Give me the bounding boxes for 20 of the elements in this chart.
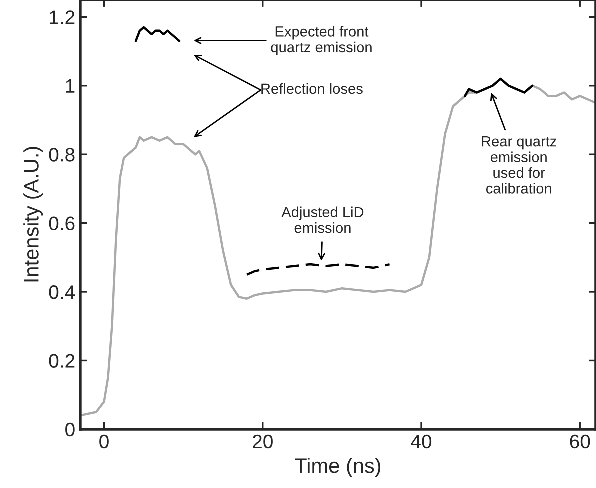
y-tick-label: 0.2	[49, 354, 75, 368]
annotation: Rear quartz emission used for calibration	[482, 136, 556, 194]
x-axis-title: Time (ns)	[295, 458, 381, 478]
annotation: Adjusted LiD emission	[282, 206, 364, 234]
annotation: Reflection loses	[262, 83, 363, 94]
annotation: Expected front quartz emission	[271, 26, 372, 56]
x-tick-label: 40	[411, 434, 432, 449]
line-series	[246, 263, 391, 276]
y-tick-label: 1.2	[50, 10, 75, 24]
line-series	[134, 26, 181, 42]
x-tick-label: 60	[570, 434, 590, 449]
x-tick-label: 20	[253, 434, 273, 449]
y-tick-label: 1	[66, 80, 75, 93]
y-tick-label: 0.6	[49, 216, 75, 231]
y-tick-label: 0.4	[49, 285, 76, 300]
x-tick-label: 0	[100, 434, 109, 449]
y-tick-label: 0.8	[49, 148, 75, 162]
line-series	[464, 78, 534, 98]
y-tick-label: 0	[66, 422, 75, 437]
y-axis-title: Intensity (A.U.)	[24, 147, 44, 282]
